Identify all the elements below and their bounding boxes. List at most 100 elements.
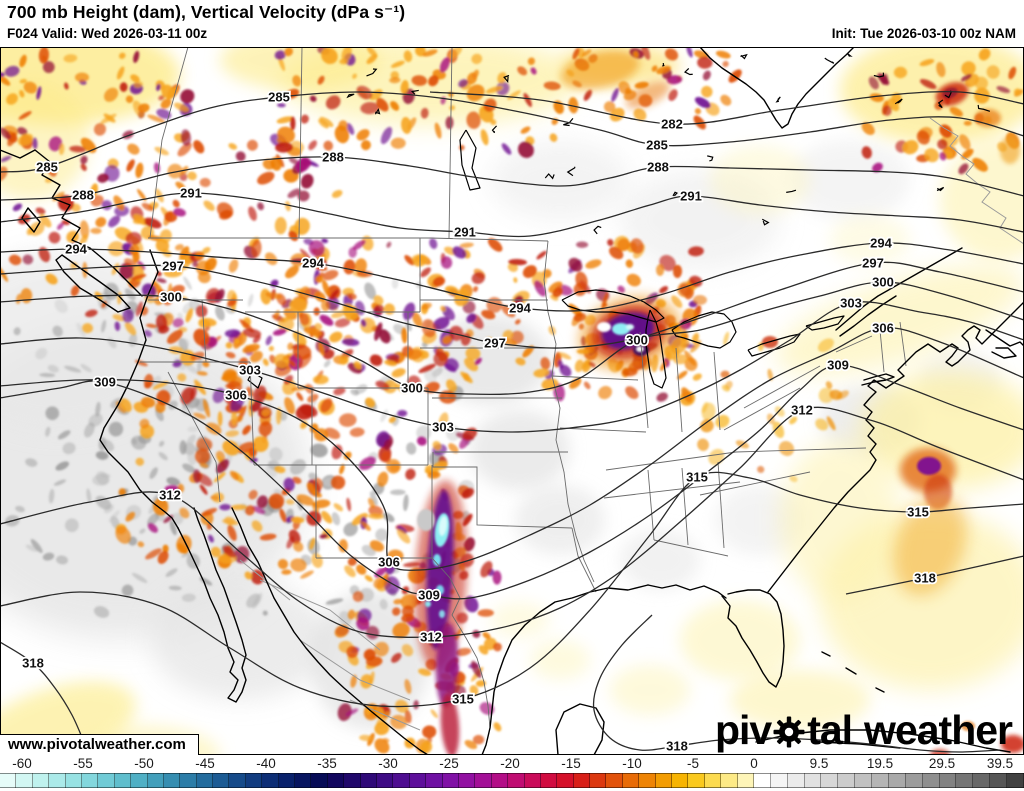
colorbar-segment xyxy=(990,773,1008,788)
svg-text:318: 318 xyxy=(22,656,44,671)
colorbar-segment xyxy=(360,773,377,788)
colorbar-tick: 0 xyxy=(750,756,758,771)
colorbar-segment xyxy=(229,773,246,788)
svg-text:309: 309 xyxy=(418,588,440,603)
colorbar-tick: -55 xyxy=(73,756,93,771)
colorbar-segment xyxy=(753,773,771,788)
colorbar-segment xyxy=(872,773,889,788)
colorbar-tick: -60 xyxy=(12,756,32,771)
svg-text:291: 291 xyxy=(454,225,476,240)
svg-text:294: 294 xyxy=(509,301,531,316)
svg-text:309: 309 xyxy=(94,375,116,390)
colorbar-segment xyxy=(639,773,656,788)
colorbar-segment xyxy=(278,773,296,788)
colorbar-segment xyxy=(804,773,822,788)
colorbar-tick: -30 xyxy=(378,756,398,771)
colorbar-tick: -15 xyxy=(561,756,581,771)
svg-text:288: 288 xyxy=(72,188,94,203)
init-time-label: Init: Tue 2026-03-10 00z NAM xyxy=(831,26,1016,41)
colorbar-tick: 19.5 xyxy=(866,756,894,771)
svg-text:288: 288 xyxy=(322,150,344,165)
colorbar-segment xyxy=(32,773,50,788)
svg-text:315: 315 xyxy=(452,692,474,707)
svg-text:294: 294 xyxy=(65,242,87,257)
colorbar-segment xyxy=(770,773,788,788)
colorbar-segment xyxy=(540,773,558,788)
svg-text:303: 303 xyxy=(239,363,261,378)
colorbar-segment xyxy=(213,773,230,788)
colorbar-segment xyxy=(622,773,640,788)
colorbar-segment xyxy=(262,773,279,788)
colorbar-tick: -20 xyxy=(500,756,520,771)
svg-text:285: 285 xyxy=(268,90,290,105)
colorbar-segment xyxy=(590,773,607,788)
colorbar-tick: -25 xyxy=(439,756,459,771)
colorbar-segment xyxy=(821,773,839,788)
colorbar-segment xyxy=(147,773,164,788)
colorbar xyxy=(0,773,1024,788)
colorbar-tick-labels: -60 -55 -50 -45 -40 -35 -30 -25 -20 -15 -10 -5 0 9.5 1… xyxy=(0,756,1024,772)
colorbar-segment xyxy=(475,773,492,788)
watermark: www.pivotalweather.com xyxy=(0,734,199,756)
colorbar-segment xyxy=(81,773,99,788)
colorbar-segment xyxy=(1007,773,1024,788)
svg-text:300: 300 xyxy=(872,275,894,290)
colorbar-segment xyxy=(295,773,312,788)
pivotal-weather-logo: piv tal xyxy=(715,707,1013,753)
colorbar-segment xyxy=(606,773,623,788)
colorbar-segment xyxy=(922,773,940,788)
svg-text:312: 312 xyxy=(791,403,813,418)
colorbar-segment xyxy=(16,773,33,788)
colorbar-segment xyxy=(180,773,197,788)
svg-text:282: 282 xyxy=(661,117,683,132)
page-title: 700 mb Height (dam), Vertical Velocity (… xyxy=(7,2,406,22)
colorbar-segment xyxy=(956,773,974,788)
svg-text:312: 312 xyxy=(159,488,181,503)
colorbar-segment xyxy=(939,773,957,788)
logo-text-weather: weather xyxy=(864,707,1013,753)
colorbar-segment xyxy=(905,773,923,788)
svg-text:294: 294 xyxy=(870,236,892,251)
colorbar-segment xyxy=(573,773,591,788)
colorbar-segment xyxy=(557,773,574,788)
svg-text:297: 297 xyxy=(862,256,884,271)
svg-text:294: 294 xyxy=(302,256,324,271)
colorbar-segment xyxy=(508,773,525,788)
colorbar-segment xyxy=(787,773,805,788)
svg-text:318: 318 xyxy=(666,739,688,754)
colorbar-segment xyxy=(245,773,263,788)
colorbar-segment xyxy=(376,773,394,788)
colorbar-segment xyxy=(426,773,443,788)
svg-text:303: 303 xyxy=(432,420,454,435)
colorbar-segment xyxy=(973,773,991,788)
svg-text:285: 285 xyxy=(646,138,668,153)
colorbar-segment xyxy=(737,773,754,788)
svg-text:306: 306 xyxy=(872,321,894,336)
colorbar-tick: -10 xyxy=(622,756,642,771)
colorbar-segment xyxy=(491,773,509,788)
colorbar-segment xyxy=(327,773,345,788)
colorbar-segment xyxy=(458,773,476,788)
colorbar-segment xyxy=(888,773,906,788)
header: 700 mb Height (dam), Vertical Velocity (… xyxy=(0,0,1024,47)
colorbar-segment xyxy=(65,773,82,788)
colorbar-segment xyxy=(704,773,722,788)
colorbar-tick: -5 xyxy=(686,756,700,771)
colorbar-tick: 29.5 xyxy=(928,756,956,771)
colorbar-segment xyxy=(98,773,115,788)
svg-text:300: 300 xyxy=(626,333,648,348)
svg-text:297: 297 xyxy=(162,259,184,274)
colorbar-segment xyxy=(409,773,427,788)
svg-text:309: 309 xyxy=(827,358,849,373)
colorbar-segment xyxy=(442,773,459,788)
svg-text:318: 318 xyxy=(914,571,936,586)
gear-icon xyxy=(773,716,805,748)
colorbar-segment xyxy=(393,773,410,788)
svg-text:306: 306 xyxy=(378,555,400,570)
colorbar-segment xyxy=(311,773,328,788)
colorbar-segment xyxy=(838,773,856,788)
colorbar-segment xyxy=(196,773,214,788)
colorbar-segment xyxy=(114,773,132,788)
colorbar-segment xyxy=(672,773,689,788)
